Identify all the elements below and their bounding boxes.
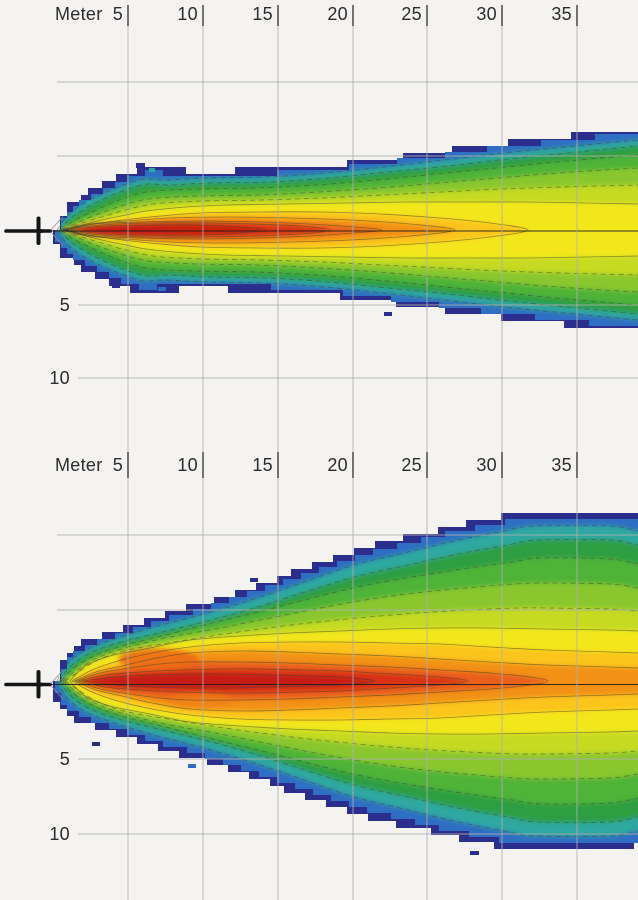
edge-speck: [136, 163, 145, 168]
edge-speck: [384, 312, 392, 316]
plume-contour-lower-plume: [50, 513, 638, 855]
plume-hotspot-blob: [166, 693, 234, 709]
grid-lines: [57, 5, 638, 900]
contour-line-orange: [61, 216, 456, 244]
plume-contour-upper-plume: [50, 132, 638, 328]
edge-speck: [86, 201, 92, 204]
aircraft-icon: [4, 669, 64, 700]
x-axis-tick-label: 30: [476, 4, 497, 24]
exhaust-cone-line: [49, 216, 64, 232]
contour-line-green-light: [62, 582, 638, 780]
plume-layers: [50, 132, 638, 855]
aircraft-tail-cone: [40, 229, 50, 233]
x-axis-tick-label: 35: [551, 4, 572, 24]
edge-speck: [250, 578, 258, 582]
plume-hotspot-blob: [164, 225, 260, 235]
x-axis-tick-label: 30: [476, 455, 497, 475]
x-axis-tick-label: 25: [401, 455, 422, 475]
contour-line-yellow-green: [64, 607, 638, 755]
axis-unit-label: Meter: [55, 4, 103, 24]
contour-line-red: [77, 668, 469, 694]
contour-line-red: [64, 222, 331, 238]
exhaust-cone-line: [49, 684, 64, 700]
x-axis-tick-label: 20: [327, 4, 348, 24]
x-axis-tick-label: 35: [551, 455, 572, 475]
axis-unit-label: Meter: [55, 455, 103, 475]
y-axis-tick-label: 10: [49, 368, 70, 388]
contour-line-yellow: [69, 627, 638, 735]
contour-line-green: [60, 154, 638, 306]
x-axis-tick-label: 20: [327, 455, 348, 475]
contour-line-yellow: [66, 201, 638, 259]
y-axis-tick-label: 5: [60, 295, 70, 315]
aircraft-icons: [4, 216, 64, 700]
contour-line-green: [60, 557, 638, 805]
y-axis-tick-label: 10: [49, 824, 70, 844]
x-axis-tick-label: 15: [252, 455, 273, 475]
edge-speck: [92, 742, 100, 746]
edge-speck: [112, 284, 120, 288]
exhaust-cone-line: [49, 230, 64, 246]
contour-line-dark-red: [69, 224, 267, 236]
x-axis-tick-label: 10: [177, 455, 198, 475]
plume-inner-fills: [57, 134, 638, 326]
exhaust-cone-line: [49, 669, 64, 685]
contour-line-orange: [73, 650, 638, 712]
edge-speck: [188, 764, 196, 768]
edge-speck: [470, 851, 479, 855]
contour-line-green-light: [62, 167, 638, 293]
contour-line-dark-red: [81, 673, 376, 689]
y-axis-tick-label: 5: [60, 749, 70, 769]
x-axis-tick-label: 5: [113, 4, 123, 24]
axis-labels: Meter 5 10 15 20 25 30 35 5 10 Meter 5 10 15 20 25 30 35 5…: [49, 4, 572, 844]
x-axis-tick-label: 15: [252, 4, 273, 24]
contour-line-orange-red: [74, 661, 549, 701]
contour-line-yellow-green: [64, 184, 638, 276]
aircraft-tail-cone: [40, 682, 50, 687]
x-axis-tick-label: 25: [401, 4, 422, 24]
contour-line-amber: [63, 211, 529, 249]
contour-line-teal: [56, 525, 638, 837]
x-axis-tick-label: 5: [113, 455, 123, 475]
edge-speck: [158, 287, 166, 291]
aircraft-icon: [4, 216, 64, 246]
x-axis-tick-label: 10: [177, 4, 198, 24]
contour-line-orange-red: [62, 220, 383, 240]
plume-hotspot-blob: [118, 648, 198, 670]
edge-speck: [149, 168, 155, 172]
